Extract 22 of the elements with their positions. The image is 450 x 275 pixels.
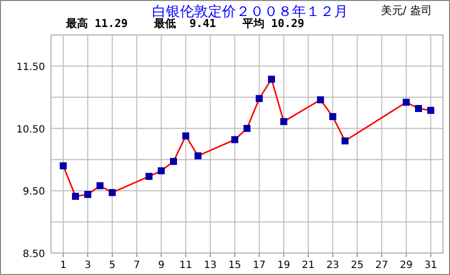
y-tick-label: 8.50 bbox=[22, 249, 45, 260]
x-tick-label: 29 bbox=[400, 260, 413, 271]
x-tick-label: 9 bbox=[158, 260, 164, 271]
x-tick-label: 25 bbox=[350, 260, 364, 271]
x-tick-label: 21 bbox=[302, 260, 315, 271]
y-axis-title: 美元/ 盎司 bbox=[380, 4, 432, 17]
x-tick-label: 11 bbox=[179, 260, 192, 271]
x-tick-label: 17 bbox=[252, 260, 266, 271]
x-tick-label: 3 bbox=[84, 260, 91, 271]
x-tick-label: 19 bbox=[277, 260, 290, 271]
x-tick-label: 27 bbox=[375, 260, 388, 271]
y-tick-label: 11.50 bbox=[16, 62, 45, 74]
x-tick-label: 5 bbox=[109, 260, 116, 271]
x-tick-label: 13 bbox=[204, 260, 217, 271]
x-tick-label: 31 bbox=[424, 260, 438, 271]
y-tick-label: 9.50 bbox=[22, 186, 45, 198]
x-tick-label: 15 bbox=[228, 260, 242, 271]
x-tick-label: 1 bbox=[60, 260, 66, 271]
x-tick-label: 23 bbox=[326, 260, 340, 271]
y-tick-label: 10.50 bbox=[16, 124, 45, 136]
x-tick-label: 7 bbox=[134, 260, 140, 271]
chart-subtitle: 最高 11.29 最低 9.41 平均 10.29 bbox=[65, 17, 304, 30]
